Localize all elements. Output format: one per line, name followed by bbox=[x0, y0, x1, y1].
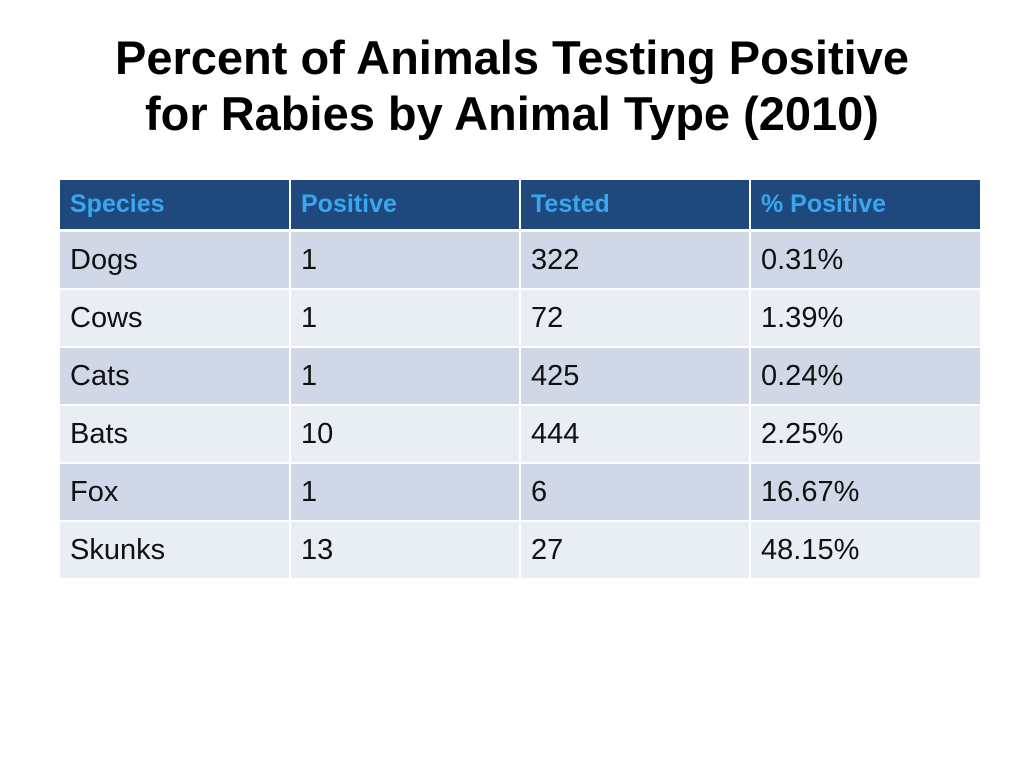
table-row: Bats 10 444 2.25% bbox=[60, 404, 980, 463]
header-tested: Tested bbox=[520, 180, 751, 231]
cell-tested: 72 bbox=[520, 288, 751, 347]
table-header-row: Species Positive Tested % Positive bbox=[60, 180, 980, 231]
cell-percent-positive: 1.39% bbox=[750, 288, 980, 347]
table-row: Cats 1 425 0.24% bbox=[60, 346, 980, 405]
cell-percent-positive: 48.15% bbox=[750, 520, 980, 578]
cell-species: Skunks bbox=[60, 520, 291, 578]
cell-species: Fox bbox=[60, 462, 291, 521]
cell-tested: 322 bbox=[520, 229, 751, 289]
cell-species: Bats bbox=[60, 404, 291, 463]
header-positive: Positive bbox=[290, 180, 521, 231]
table-row: Fox 1 6 16.67% bbox=[60, 462, 980, 521]
cell-percent-positive: 0.31% bbox=[750, 229, 980, 289]
cell-positive: 1 bbox=[290, 346, 521, 405]
cell-positive: 10 bbox=[290, 404, 521, 463]
cell-positive: 13 bbox=[290, 520, 521, 578]
title-line-2: for Rabies by Animal Type (2010) bbox=[145, 87, 879, 140]
header-species: Species bbox=[60, 180, 291, 231]
cell-species: Dogs bbox=[60, 229, 291, 289]
cell-species: Cows bbox=[60, 288, 291, 347]
table-row: Cows 1 72 1.39% bbox=[60, 288, 980, 347]
cell-tested: 6 bbox=[520, 462, 751, 521]
cell-positive: 1 bbox=[290, 288, 521, 347]
cell-tested: 425 bbox=[520, 346, 751, 405]
cell-positive: 1 bbox=[290, 229, 521, 289]
cell-percent-positive: 0.24% bbox=[750, 346, 980, 405]
header-percent-positive: % Positive bbox=[750, 180, 980, 231]
table-row: Dogs 1 322 0.31% bbox=[60, 229, 980, 289]
cell-species: Cats bbox=[60, 346, 291, 405]
cell-percent-positive: 2.25% bbox=[750, 404, 980, 463]
cell-tested: 444 bbox=[520, 404, 751, 463]
table-row: Skunks 13 27 48.15% bbox=[60, 520, 980, 578]
cell-percent-positive: 16.67% bbox=[750, 462, 980, 521]
slide-title: Percent of Animals Testing Positive for … bbox=[20, 30, 1004, 142]
cell-tested: 27 bbox=[520, 520, 751, 578]
rabies-table: Species Positive Tested % Positive Dogs … bbox=[60, 180, 980, 578]
cell-positive: 1 bbox=[290, 462, 521, 521]
title-line-1: Percent of Animals Testing Positive bbox=[115, 31, 909, 84]
